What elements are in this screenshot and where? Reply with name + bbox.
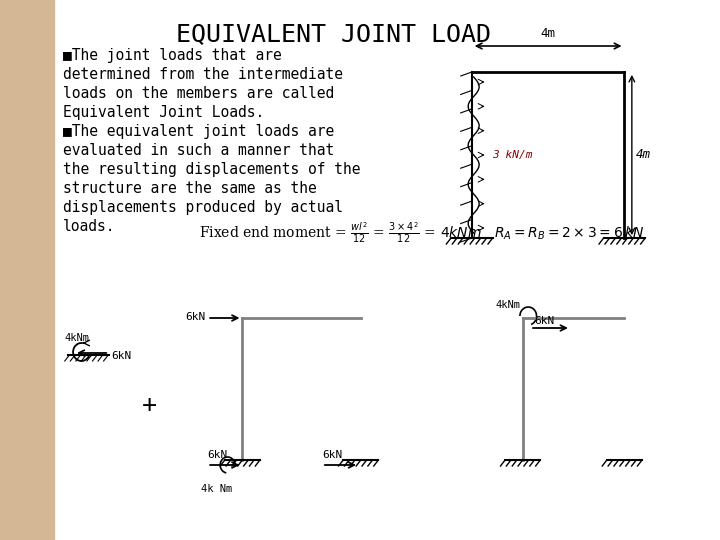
- Bar: [0, 0, 54, 540]
- Text: 4k Nm: 4k Nm: [201, 484, 232, 494]
- Text: structure are the same as the: structure are the same as the: [63, 181, 317, 196]
- Text: 4m: 4m: [541, 27, 556, 40]
- Text: EQUIVALENT JOINT LOAD: EQUIVALENT JOINT LOAD: [176, 22, 490, 46]
- Text: evaluated in such a manner that: evaluated in such a manner that: [63, 143, 334, 158]
- Text: 6kN: 6kN: [534, 316, 554, 326]
- Text: 4m: 4m: [636, 148, 651, 161]
- Text: 6kN: 6kN: [207, 450, 228, 460]
- Text: +: +: [143, 393, 158, 417]
- Text: 4kNm: 4kNm: [496, 300, 521, 310]
- Text: 4kNm: 4kNm: [65, 333, 90, 343]
- Text: ■The equivalent joint loads are: ■The equivalent joint loads are: [63, 124, 334, 139]
- Text: loads on the members are called: loads on the members are called: [63, 86, 334, 101]
- Text: determined from the intermediate: determined from the intermediate: [63, 67, 343, 82]
- Text: loads.: loads.: [63, 219, 115, 234]
- Text: 6kN: 6kN: [322, 450, 342, 460]
- Text: Fixed end moment = $\frac{wl^2}{12}$ = $\frac{3\times4^2}{12}$ = $4kNm$   $R_A=R: Fixed end moment = $\frac{wl^2}{12}$ = $…: [199, 221, 644, 245]
- Text: Equivalent Joint Loads.: Equivalent Joint Loads.: [63, 105, 264, 120]
- Text: 6kN: 6kN: [111, 351, 131, 361]
- Text: 6kN: 6kN: [185, 312, 205, 322]
- Text: displacements produced by actual: displacements produced by actual: [63, 200, 343, 215]
- Text: the resulting displacements of the: the resulting displacements of the: [63, 162, 361, 177]
- Text: 3 kN/m: 3 kN/m: [492, 150, 533, 160]
- Text: ■The joint loads that are: ■The joint loads that are: [63, 48, 282, 63]
